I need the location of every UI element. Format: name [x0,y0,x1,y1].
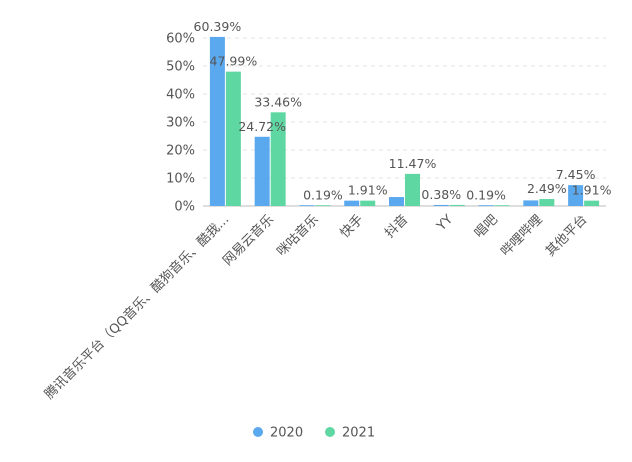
y-tick-label: 40% [166,88,195,103]
bar-2020-3 [344,200,360,206]
data-label-2021-2: 0.19% [303,187,343,202]
data-label-2020-8: 7.45% [556,167,596,182]
bar-2020-1 [254,136,270,206]
bars [209,36,600,207]
bar-2020-6 [478,205,494,206]
y-tick-label: 20% [166,144,195,159]
y-tick-label: 30% [166,116,195,131]
bar-2021-5 [449,204,465,206]
category-label: 哔哩哔哩 [498,212,545,259]
category-label: 抖音 [382,212,412,242]
legend: 2020 2021 [253,426,375,441]
bar-2021-6 [494,205,510,206]
category-label: 咪咕音乐 [274,212,322,260]
bar-2020-7 [523,200,539,206]
data-label-2020-5: 0.38% [421,187,461,202]
legend-label: 2021 [342,426,375,441]
bar-2021-0 [225,71,241,207]
gridlines [203,37,606,207]
y-tick-label: 50% [166,60,195,75]
legend-label: 2020 [270,426,303,441]
bar-2021-1 [270,112,286,206]
data-label-2020-1: 24.72% [238,119,286,134]
bar-2021-2 [315,205,331,206]
bar-2021-4 [405,173,420,206]
y-tick-label: 10% [166,172,195,187]
bar-2021-7 [539,199,555,206]
y-tick-label: 60% [166,32,195,47]
data-label-2020-6: 0.19% [466,187,506,202]
bar-2021-8 [584,200,600,206]
data-label-2020-0: 60.39% [194,19,242,34]
legend-marker-2020 [253,427,263,437]
data-label-2021-4: 11.47% [389,156,437,171]
data-label-2021-8: 1.91% [572,183,612,198]
category-label: 腾讯音乐平台（QQ音乐、酷狗音乐、酷我... [41,212,232,403]
y-tick-label: 0% [174,200,195,215]
bar-2020-0 [209,36,225,206]
category-label: 其他平台 [543,212,590,259]
bar-2020-5 [433,204,449,206]
data-label-2021-7: 2.49% [527,181,567,196]
data-label-2021-1: 33.46% [254,94,302,109]
category-label: 唱吧 [472,212,501,241]
data-label-2021-0: 47.99% [210,54,258,69]
bar-2021-3 [360,200,376,206]
y-axis-ticks: 0% 10% 20% 30% 40% 50% 60% [166,32,195,215]
bar-2020-2 [299,205,315,206]
category-label: YY [434,212,457,235]
legend-marker-2021 [325,427,335,437]
bar-2020-8 [568,185,584,206]
data-labels: 60.39%47.99%24.72%33.46%0.19% 1.91%11.47%… [194,19,612,203]
bar-2020-4 [389,197,404,206]
data-label-2021-3: 1.91% [348,183,388,198]
category-label: 快手 [338,212,367,241]
